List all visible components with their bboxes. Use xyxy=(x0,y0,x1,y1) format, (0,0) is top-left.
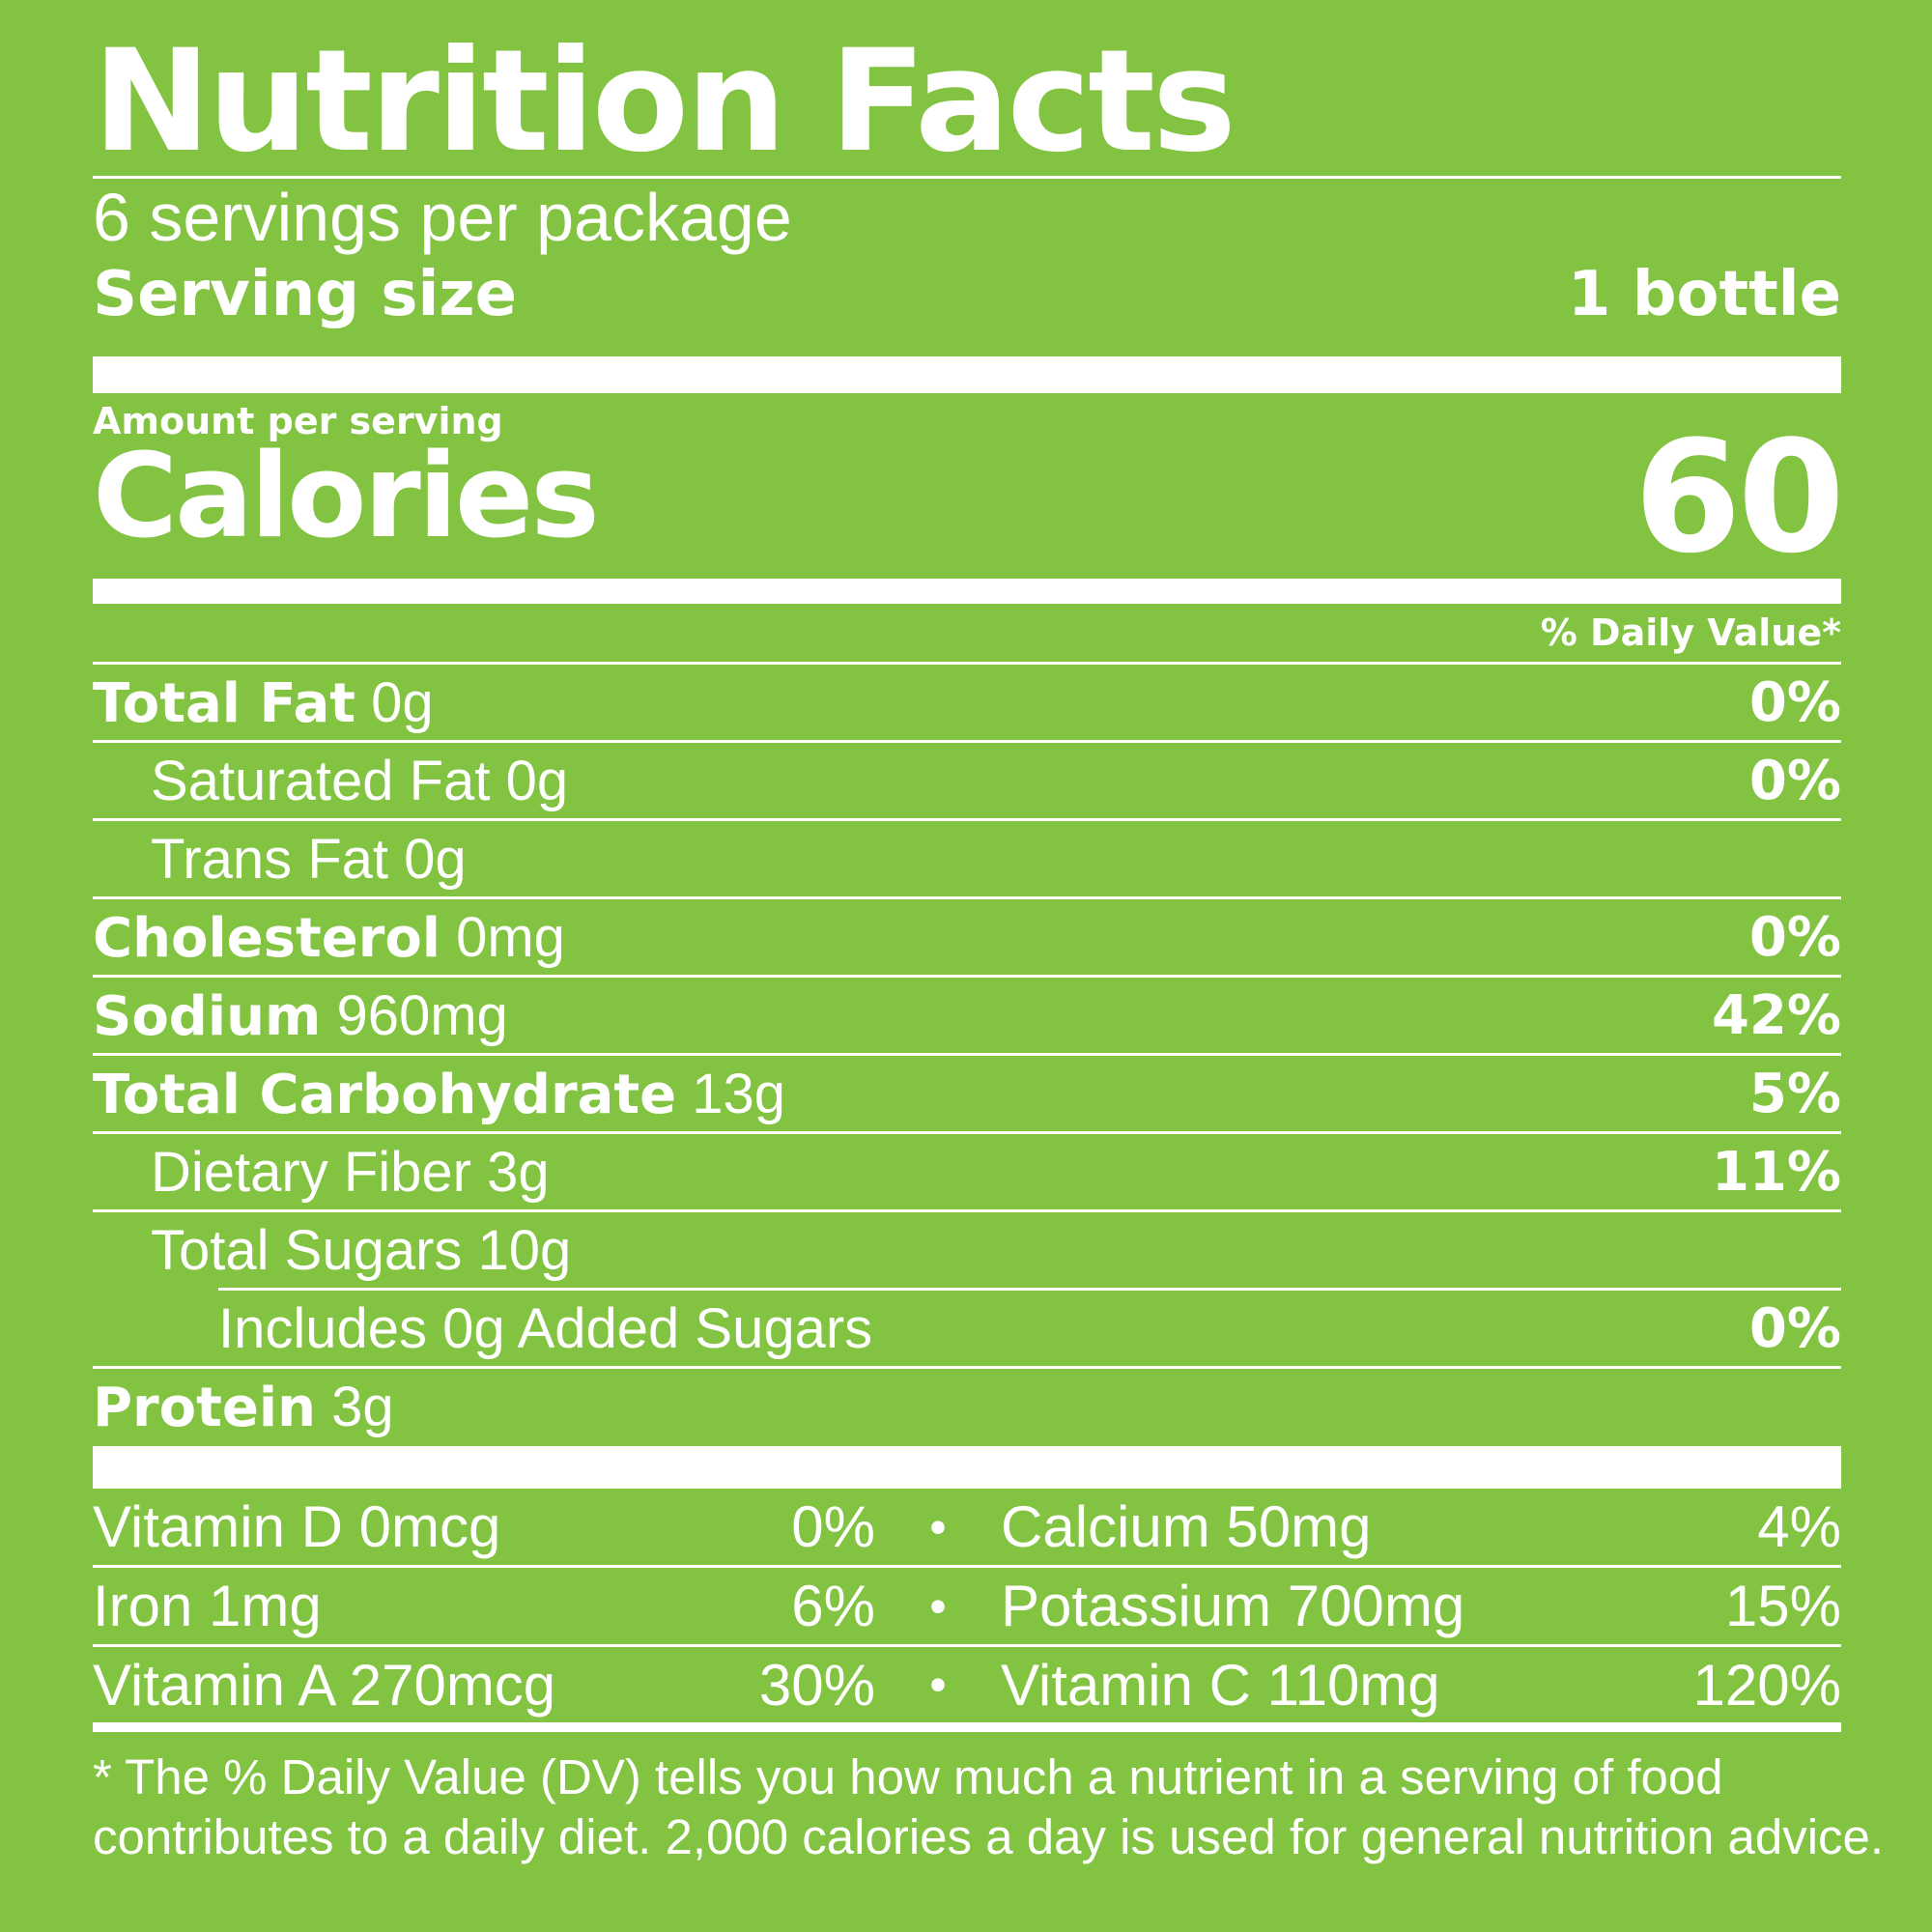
nutrition-facts-label: Nutrition Facts 6 servings per package S… xyxy=(93,19,1885,1867)
nutrient-amount: 3g xyxy=(331,1375,394,1438)
footnote-line-2: contributes to a daily diet. 2,000 calor… xyxy=(93,1809,1885,1864)
nutrient-amount: 10g xyxy=(477,1218,572,1282)
calories-row: Calories 60 xyxy=(93,407,1845,587)
nutrient-name: Total Sugars xyxy=(151,1218,463,1282)
nutrient-dv: 0% xyxy=(1748,905,1841,969)
serving-size-row: Serving size 1 bottle xyxy=(93,256,1841,333)
nutrient-dv: 0% xyxy=(1748,749,1841,812)
daily-value-header: % Daily Value* xyxy=(1540,611,1841,654)
nutrient-row-protein: Protein 3g xyxy=(93,1366,1841,1444)
vitamin-row: Iron 1mg 6% • Potassium 700mg 15% xyxy=(93,1568,1841,1647)
vitamin-right-dv: 120% xyxy=(1692,1652,1841,1718)
nutrient-row-total-sugars: Total Sugars 10g xyxy=(93,1209,1841,1288)
title-divider xyxy=(93,176,1841,179)
vitamin-left-name: Vitamin D 0mcg xyxy=(93,1494,501,1559)
nutrient-name: Sodium xyxy=(93,984,322,1048)
thick-divider xyxy=(93,356,1841,393)
nutrient-dv: 11% xyxy=(1711,1140,1841,1204)
vitamin-right-name: Calcium 50mg xyxy=(1001,1494,1372,1559)
serving-size-value: 1 bottle xyxy=(1567,259,1841,330)
nutrient-amount: 13g xyxy=(692,1062,786,1125)
nutrient-amount: 0g xyxy=(505,749,569,812)
nutrient-amount: 0g xyxy=(371,670,434,734)
nutrient-row-total-carbohydrate: Total Carbohydrate 13g 5% xyxy=(93,1053,1841,1131)
nutrient-row-added-sugars: Includes 0g Added Sugars 0% xyxy=(218,1288,1841,1366)
nutrient-name: Cholesterol xyxy=(93,906,440,970)
vitamin-right-name: Potassium 700mg xyxy=(1001,1574,1465,1638)
nutrient-name: Trans Fat xyxy=(151,827,389,891)
label-title: Nutrition Facts xyxy=(93,19,1236,184)
bullet-separator: • xyxy=(929,1658,947,1712)
nutrient-name: Dietary Fiber xyxy=(151,1140,471,1204)
bullet-separator: • xyxy=(929,1499,947,1554)
nutrient-row-saturated-fat: Saturated Fat 0g 0% xyxy=(93,740,1841,818)
nutrient-name: Total Carbohydrate xyxy=(93,1063,677,1126)
nutrient-row-trans-fat: Trans Fat 0g xyxy=(93,818,1841,896)
vitamin-row: Vitamin A 270mcg 30% • Vitamin C 110mg 1… xyxy=(93,1647,1841,1732)
nutrient-dv: 42% xyxy=(1711,983,1841,1047)
calories-label: Calories xyxy=(93,430,600,564)
medium-divider xyxy=(93,579,1841,604)
nutrient-row-dietary-fiber: Dietary Fiber 3g 11% xyxy=(93,1131,1841,1209)
vitamin-left-dv: 0% xyxy=(791,1494,875,1559)
vitamin-left-dv: 6% xyxy=(791,1574,875,1638)
servings-per-package: 6 servings per package xyxy=(93,180,792,255)
nutrient-row-cholesterol: Cholesterol 0mg 0% xyxy=(93,896,1841,975)
nutrient-amount: 0mg xyxy=(456,905,565,969)
nutrient-row-sodium: Sodium 960mg 42% xyxy=(93,975,1841,1053)
amount-per-serving: Amount per serving xyxy=(93,400,503,442)
nutrient-name: Saturated Fat xyxy=(151,749,491,812)
nutrient-amount: 0g xyxy=(404,827,467,891)
nutrient-name: Total Fat xyxy=(93,671,356,735)
vitamin-right-name: Vitamin C 110mg xyxy=(1001,1652,1440,1718)
bullet-separator: • xyxy=(929,1578,947,1634)
vitamin-left-dv: 30% xyxy=(758,1652,875,1718)
nutrient-dv: 0% xyxy=(1748,1296,1841,1360)
nutrient-dv: 5% xyxy=(1748,1062,1841,1125)
footnote-line-1: * The % Daily Value (DV) tells you how m… xyxy=(93,1749,1723,1804)
nutrient-amount: 3g xyxy=(487,1140,550,1204)
calories-value: 60 xyxy=(1634,407,1845,587)
nutrient-dv: 0% xyxy=(1748,670,1841,734)
nutrient-name: Includes 0g Added Sugars xyxy=(218,1296,873,1360)
vitamins-divider xyxy=(93,1446,1841,1489)
vitamin-left-name: Iron 1mg xyxy=(93,1574,322,1638)
serving-size-label: Serving size xyxy=(93,259,518,330)
nutrient-amount: 960mg xyxy=(336,983,508,1047)
vitamin-right-dv: 4% xyxy=(1757,1494,1841,1559)
vitamin-row: Vitamin D 0mcg 0% • Calcium 50mg 4% xyxy=(93,1489,1841,1568)
nutrient-row-total-fat: Total Fat 0g 0% xyxy=(93,662,1841,740)
vitamin-left-name: Vitamin A 270mcg xyxy=(93,1652,556,1718)
daily-value-footnote: * The % Daily Value (DV) tells you how m… xyxy=(93,1747,1885,1867)
vitamin-right-dv: 15% xyxy=(1724,1574,1841,1638)
nutrient-name: Protein xyxy=(93,1376,316,1439)
